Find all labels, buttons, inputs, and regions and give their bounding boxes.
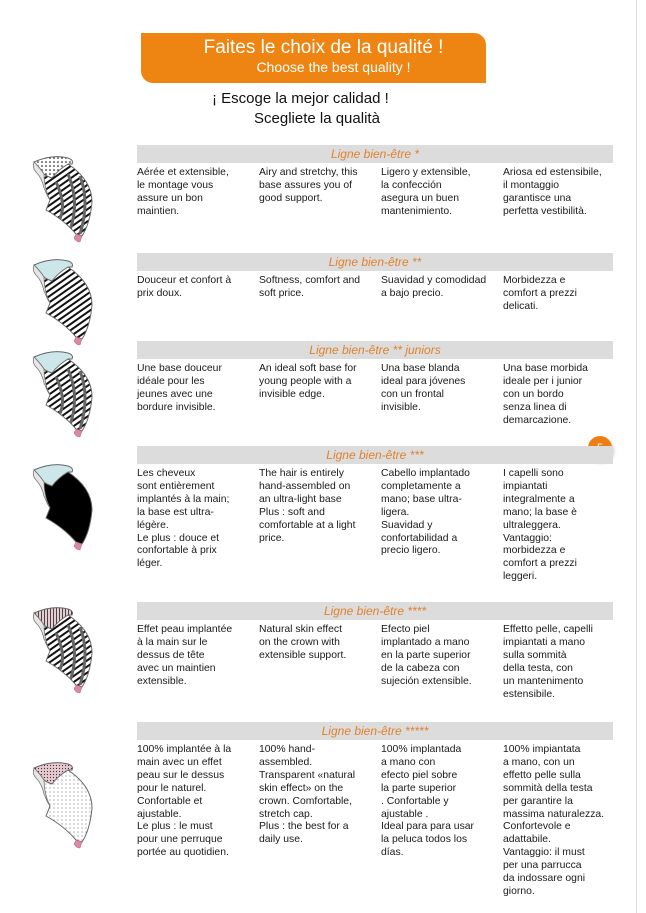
text-es: Ligero y extensible, la confección asegu… [381,167,471,217]
text-en: Natural skin effect on the crown with ex… [259,624,347,661]
text-es: Efecto piel implantado a mano en la part… [381,624,472,687]
text-fr: Effet peau implantée à la main sur le de… [137,624,233,687]
wig-cap-icon [32,464,93,551]
text-en: The hair is entirely hand-assembled on a… [259,468,356,544]
title-english: Choose the best quality ! [256,59,411,75]
text-fr: Les cheveux sont entièrement implantés à… [137,468,230,570]
title-spanish: ¡ Escoge la mejor calidad ! [212,90,389,107]
section-title: Ligne bien-être ***** [137,722,613,740]
text-en: An ideal soft base for young people with… [259,363,357,400]
text-fr: 100% implantée à la main avec un effet p… [137,744,232,859]
wig-cap-icon [32,607,93,694]
text-es: Cabello implantado completamente a mano;… [381,468,470,557]
text-es: 100% implantada a mano con efecto piel s… [381,744,474,859]
wig-cap-icon [32,259,93,346]
text-fr: Douceur et confort à prix doux. [137,275,232,299]
text-en: Softness, comfort and soft price. [259,275,361,299]
text-it: 100% impiantata a mano, con un effetto p… [503,744,605,897]
section-title: Ligne bien-être ** juniors [137,341,613,359]
wig-cap-icon [32,762,93,849]
text-en: 100% hand- assembled. Transparent «natur… [259,744,356,846]
text-it: I capelli sono impiantati integralmente … [503,468,577,583]
section-title: Ligne bien-être ** [137,253,613,271]
text-it: Morbidezza e comfort a prezzi delicati. [503,275,577,312]
wig-cap-icon [32,156,93,243]
text-it: Ariosa ed estensibile, il montaggio gara… [503,167,602,217]
text-en: Airy and stretchy, this base assures you… [259,167,358,204]
text-es: Una base blanda ideal para jóvenes con u… [381,363,466,413]
text-it: Una base morbida ideale per i junior con… [503,363,588,426]
title-italian: Scegliete la qualità [254,110,380,127]
section-title: Ligne bien-être *** [137,446,613,464]
title-french: Faites le choix de la qualité ! [203,37,444,58]
section-title: Ligne bien-être * [137,145,613,163]
wig-cap-icon [32,351,93,438]
text-fr: Une base douceur idéale pour les jeunes … [137,363,222,413]
page-edge-divider [636,0,637,913]
section-title: Ligne bien-être **** [137,602,613,620]
title-banner: Faites le choix de la qualité ! Choose t… [141,33,486,83]
text-it: Effetto pelle, capelli impiantati a mano… [503,624,593,700]
text-fr: Aérée et extensible, le montage vous ass… [137,167,229,217]
text-es: Suavidad y comodidad a bajo precio. [381,275,487,299]
